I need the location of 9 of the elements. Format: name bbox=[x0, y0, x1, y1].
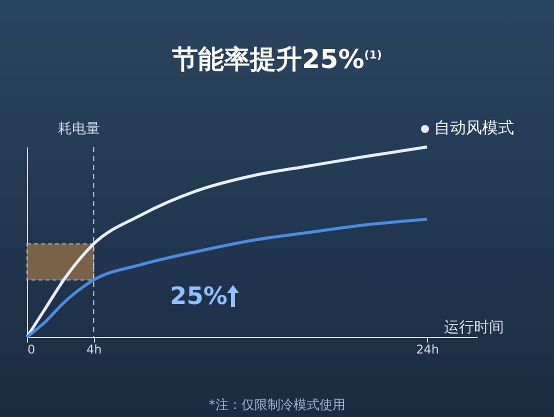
text: *注：仅限制冷模式使用 bbox=[208, 397, 346, 414]
x-tick-label: 0 bbox=[28, 342, 36, 356]
x-tick-label: 4h bbox=[86, 342, 102, 356]
chart-title: 节能率提升25%$^{(1)}$ bbox=[171, 44, 383, 77]
x-axis-title: 运行时间 bbox=[444, 318, 504, 337]
annotation: 25% bbox=[170, 282, 228, 310]
legend-label: 自动风模式 bbox=[433, 118, 514, 139]
y-axis-title: 耗电量 bbox=[58, 120, 100, 138]
x-tick-label: 24h bbox=[416, 342, 439, 356]
